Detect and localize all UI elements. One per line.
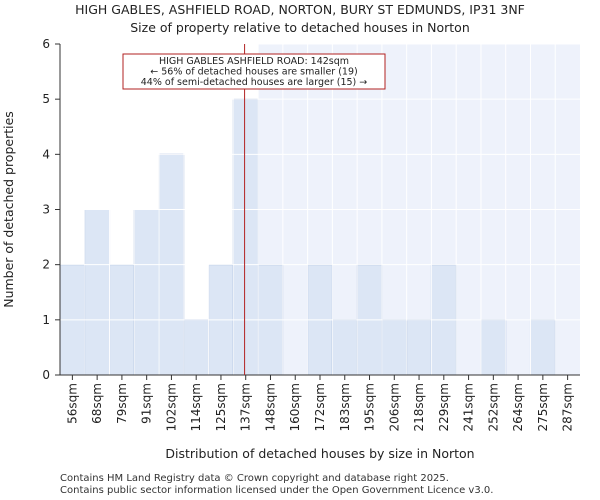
annotation-line: HIGH GABLES ASHFIELD ROAD: 142sqm xyxy=(159,56,349,67)
x-tick-label: 206sqm xyxy=(387,383,401,431)
bar xyxy=(331,319,358,376)
annotation-box xyxy=(122,53,386,90)
x-tick-label: 160sqm xyxy=(288,383,302,431)
y-tick-label: 1 xyxy=(42,313,50,327)
bar xyxy=(381,319,408,376)
footer-copyright: Contains HM Land Registry data © Crown c… xyxy=(60,473,449,484)
y-tick-label: 3 xyxy=(42,203,50,217)
bar xyxy=(183,319,210,376)
x-tick-label: 172sqm xyxy=(313,383,327,431)
x-tick-label: 287sqm xyxy=(561,383,575,431)
y-tick-label: 6 xyxy=(42,37,50,51)
x-tick-label: 148sqm xyxy=(263,383,277,431)
x-tick-label: 183sqm xyxy=(338,383,352,431)
x-tick-label: 79sqm xyxy=(115,383,129,424)
bar xyxy=(480,319,507,376)
x-tick-label: 252sqm xyxy=(486,383,500,431)
x-tick-label: 56sqm xyxy=(65,383,79,424)
x-tick-label: 125sqm xyxy=(214,383,228,431)
bar xyxy=(406,319,432,376)
x-tick-label: 195sqm xyxy=(363,383,377,431)
x-tick-label: 137sqm xyxy=(239,383,253,431)
x-tick-label: 68sqm xyxy=(90,383,104,424)
chart-title: HIGH GABLES, ASHFIELD ROAD, NORTON, BURY… xyxy=(75,2,525,17)
footer-licence: Contains public sector information licen… xyxy=(60,485,494,496)
x-tick-label: 275sqm xyxy=(536,383,550,431)
y-axis-title: Number of detached properties xyxy=(1,111,16,308)
x-tick-label: 218sqm xyxy=(412,383,426,431)
annotation-line: ← 56% of detached houses are smaller (19… xyxy=(150,67,357,78)
y-tick-label: 2 xyxy=(42,258,50,272)
bar xyxy=(84,209,111,376)
x-tick-label: 91sqm xyxy=(140,383,154,424)
x-tick-label: 102sqm xyxy=(164,383,178,431)
x-tick-label: 241sqm xyxy=(462,383,476,431)
annotation-line: 44% of semi-detached houses are larger (… xyxy=(141,77,368,88)
bar xyxy=(232,98,259,376)
y-tick-label: 5 xyxy=(42,92,50,106)
chart-subtitle: Size of property relative to detached ho… xyxy=(130,20,470,35)
x-axis-title: Distribution of detached houses by size … xyxy=(165,446,474,461)
bar xyxy=(133,209,160,376)
x-tick-label: 229sqm xyxy=(437,383,451,431)
y-tick-label: 4 xyxy=(42,147,50,161)
x-tick-label: 264sqm xyxy=(511,383,525,431)
bar xyxy=(529,319,556,376)
x-tick-label: 114sqm xyxy=(189,383,203,431)
y-tick-label: 0 xyxy=(42,368,50,382)
